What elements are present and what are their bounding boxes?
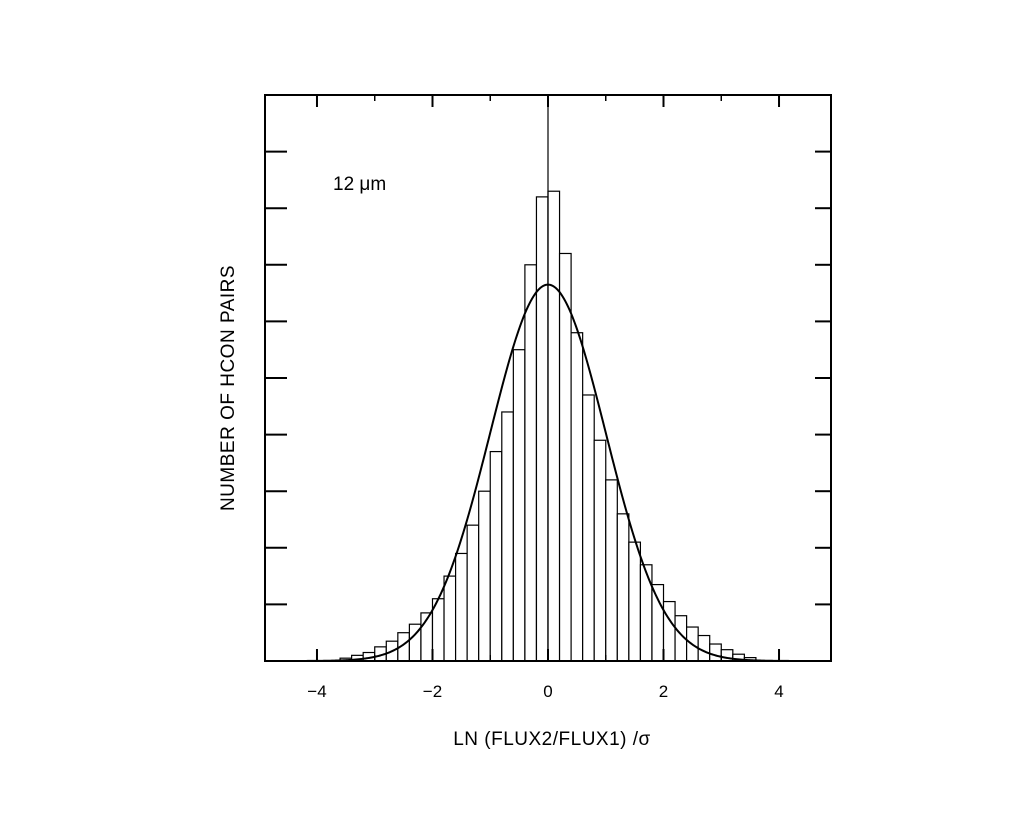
histogram-bar	[466, 524, 480, 662]
x-tick-label: 4	[774, 682, 783, 701]
histogram-bar	[570, 332, 584, 662]
x-axis-title: LN (FLUX2/FLUX1) /σ	[453, 729, 651, 750]
histogram-bar	[709, 643, 722, 662]
histogram-bar	[512, 349, 526, 662]
x-tick-labels: −4 −2 0 2 4	[307, 682, 783, 701]
histogram-bar	[489, 450, 503, 662]
histogram-bar	[535, 196, 549, 662]
histogram-bar	[639, 564, 653, 662]
x-tick-label: −4	[307, 682, 326, 701]
histogram-bar	[524, 264, 538, 662]
histogram-bar	[443, 575, 457, 662]
histogram-bars	[339, 190, 757, 662]
histogram-bar	[628, 541, 642, 662]
plot-frame	[264, 94, 832, 662]
y-axis-title: NUMBER OF HCON PAIRS	[218, 265, 239, 511]
histogram-bar	[478, 490, 491, 662]
histogram-bar	[616, 513, 630, 662]
histogram-bar	[547, 190, 561, 662]
histogram-bar	[558, 252, 572, 662]
x-tick-label: 0	[543, 682, 552, 701]
histogram-bar	[662, 600, 676, 662]
annotation-wavelength: 12 μm	[333, 174, 386, 195]
x-tick-label: 2	[659, 682, 668, 701]
histogram-bar	[582, 394, 595, 662]
histogram-bar	[454, 552, 468, 662]
x-tick-label: −2	[423, 682, 442, 701]
histogram-bar	[593, 439, 607, 662]
histogram-bar	[651, 583, 665, 662]
histogram-bar	[605, 479, 618, 662]
histogram-bar	[501, 411, 514, 662]
